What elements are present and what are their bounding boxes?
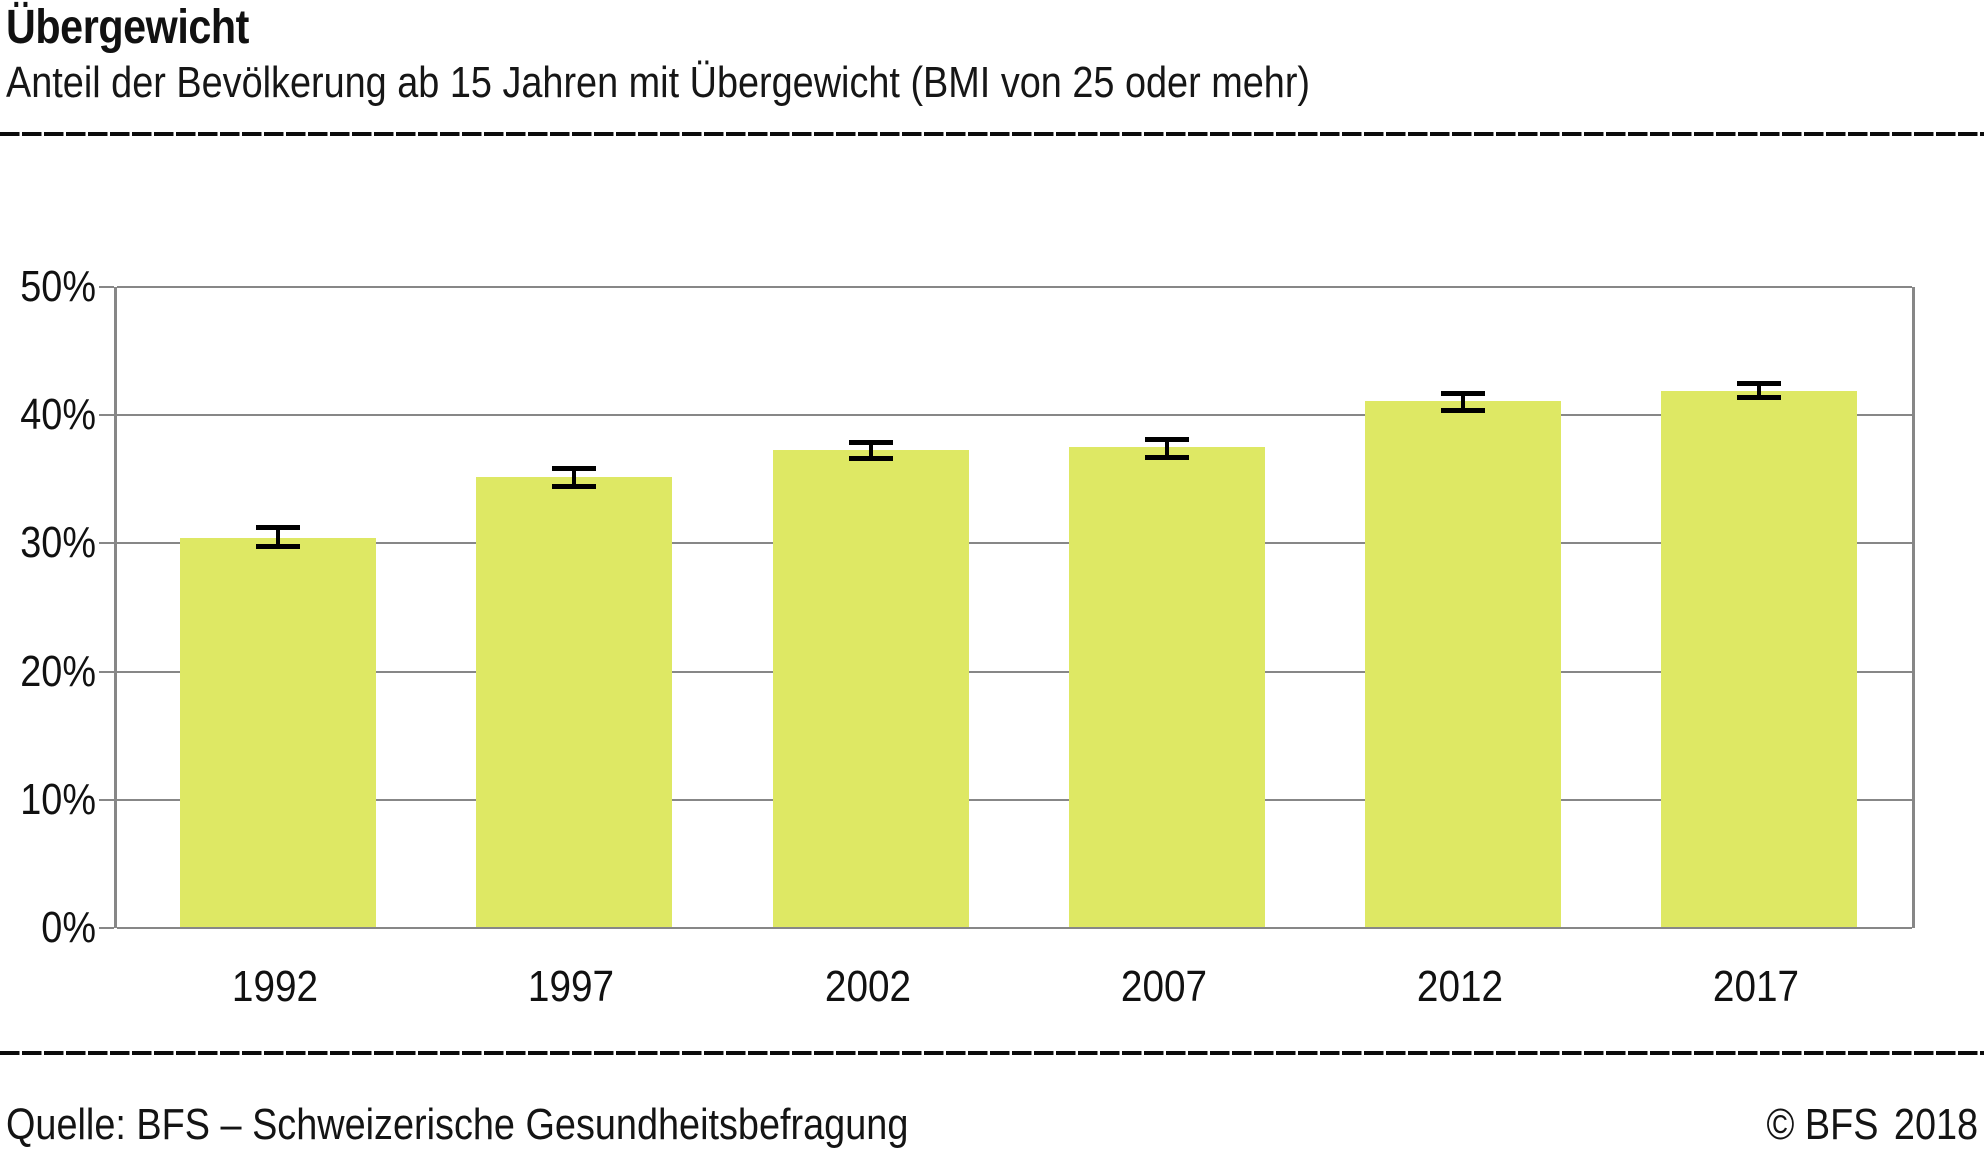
gridline-50pct <box>117 286 1912 288</box>
y-axis-tick-0pct <box>99 927 114 929</box>
bar-1997 <box>476 477 672 928</box>
y-axis-label-20pct: 20% <box>20 647 96 696</box>
x-axis-label-2017: 2017 <box>1712 962 1800 1011</box>
gridline-10pct <box>117 799 1912 801</box>
y-axis-tick-20pct <box>99 671 114 673</box>
error-bar-cap-bottom <box>1145 455 1189 460</box>
copyright-label: © BFS <box>1766 1100 1879 1149</box>
gridline-40pct <box>117 414 1912 416</box>
bar-2012 <box>1365 401 1561 928</box>
plot-area <box>99 286 1915 929</box>
bar-2002 <box>773 450 969 928</box>
error-bar-cap-bottom <box>1441 408 1485 413</box>
copyright-text: © BFS 2018 <box>1766 1100 1978 1150</box>
y-axis-tick-30pct <box>99 542 114 544</box>
error-bar-cap-top <box>1145 437 1189 442</box>
y-axis-label-0pct: 0% <box>41 903 96 952</box>
error-bar-cap-bottom <box>849 456 893 461</box>
y-axis-tick-40pct <box>99 414 114 416</box>
bottom-separator-line <box>0 1051 1984 1055</box>
bar-2007 <box>1069 447 1265 928</box>
bar-1992 <box>180 538 376 928</box>
error-bar-stem <box>1165 437 1169 460</box>
chart-title: Übergewicht <box>6 1 249 54</box>
error-bar-cap-top <box>1441 391 1485 396</box>
error-bar-cap-top <box>256 525 300 530</box>
error-bar-cap-top <box>1737 381 1781 386</box>
error-bar-cap-bottom <box>256 544 300 549</box>
error-bar-2017 <box>1737 381 1781 400</box>
chart-subtitle: Anteil der Bevölkerung ab 15 Jahren mit … <box>6 58 1311 107</box>
error-bar-1992 <box>256 525 300 549</box>
gridline-0pct <box>117 927 1912 929</box>
error-bar-stem <box>1461 391 1465 413</box>
error-bar-stem <box>1757 381 1761 400</box>
error-bar-1997 <box>552 466 596 489</box>
error-bar-cap-top <box>552 466 596 471</box>
y-axis-label-30pct: 30% <box>20 518 96 567</box>
error-bar-stem <box>869 440 873 461</box>
x-axis-label-1997: 1997 <box>527 962 615 1011</box>
error-bar-2007 <box>1145 437 1189 460</box>
y-axis-tick-50pct <box>99 286 114 288</box>
x-axis-label-1992: 1992 <box>231 962 319 1011</box>
x-axis-label-2012: 2012 <box>1416 962 1504 1011</box>
x-axis-label-2007: 2007 <box>1120 962 1208 1011</box>
error-bar-stem <box>572 466 576 489</box>
gridline-30pct <box>117 542 1912 544</box>
error-bar-cap-top <box>849 440 893 445</box>
error-bar-2012 <box>1441 391 1485 413</box>
error-bar-2002 <box>849 440 893 461</box>
top-separator-line <box>0 132 1984 136</box>
y-axis-label-50pct: 50% <box>20 262 96 311</box>
gridline-20pct <box>117 671 1912 673</box>
bar-2017 <box>1661 391 1857 928</box>
source-text: Quelle: BFS – Schweizerische Gesundheits… <box>6 1100 909 1149</box>
y-axis-label-40pct: 40% <box>20 390 96 439</box>
x-axis-label-2002: 2002 <box>824 962 912 1011</box>
y-axis-label-10pct: 10% <box>20 775 96 824</box>
copyright-year: 2018 <box>1893 1100 1978 1149</box>
error-bar-cap-bottom <box>552 484 596 489</box>
y-axis-tick-10pct <box>99 799 114 801</box>
error-bar-cap-bottom <box>1737 395 1781 400</box>
error-bar-stem <box>276 525 280 549</box>
